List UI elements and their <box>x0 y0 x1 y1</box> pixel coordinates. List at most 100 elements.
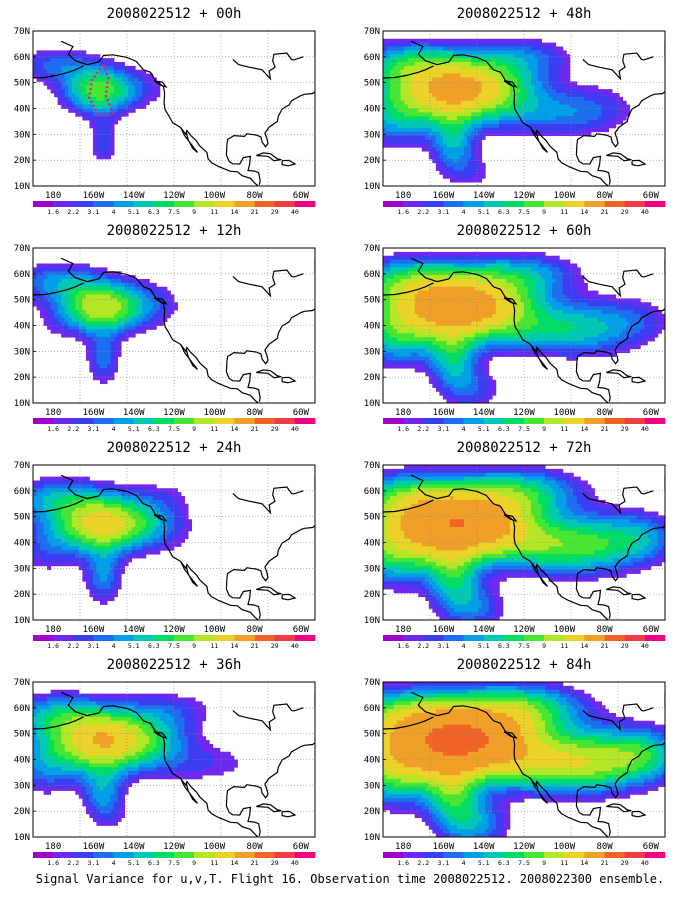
colorbar-swatch <box>584 635 605 641</box>
lon-tick-label: 100W <box>203 408 225 418</box>
colorbar-label: 7.5 <box>518 859 530 867</box>
coastline <box>33 40 315 186</box>
colorbar-label: 4 <box>462 208 466 216</box>
lat-tick-label: 40N <box>14 322 30 332</box>
colorbar-label: 11 <box>210 425 218 433</box>
lat-tick-label: 10N <box>14 399 30 409</box>
colorbar-label: 40 <box>641 642 649 650</box>
colorbar-swatch <box>644 635 666 641</box>
lat-tick-label: 40N <box>14 756 30 766</box>
map-panel-00h: 70N 60N 50N 40N 30N 20N 10N 180 160W 140W 120W 100W… <box>14 27 316 216</box>
colorbar-swatch <box>234 201 255 207</box>
lon-tick-label: 160W <box>83 625 105 635</box>
panel-title: 2008022512 + 24h <box>106 440 242 456</box>
colorbar-label: 2.2 <box>67 425 79 433</box>
colorbar-label: 29 <box>271 859 279 867</box>
colorbar-label: 5.1 <box>478 425 490 433</box>
lat-tick-label: 40N <box>364 105 380 115</box>
colorbar-label: 29 <box>621 859 629 867</box>
colorbar-label: 29 <box>271 425 279 433</box>
lat-tick-label: 40N <box>364 539 380 549</box>
colorbar-swatch <box>194 201 215 207</box>
colorbar-label: 9 <box>542 425 546 433</box>
colorbar-swatch <box>294 201 316 207</box>
colorbar-swatch <box>214 418 235 424</box>
colorbar-label: 7.5 <box>518 642 530 650</box>
coastline <box>383 40 665 186</box>
colorbar-swatch <box>624 201 646 207</box>
lat-tick-label: 10N <box>14 182 30 192</box>
colorbar-swatch <box>403 635 424 641</box>
lon-tick-label: 80W <box>596 625 613 635</box>
colorbar-label: 6.3 <box>498 208 510 216</box>
colorbar: 1.6 2.2 3.1 4 5.1 6.3 7.5 9 11 14 21 29 40 <box>33 852 316 867</box>
lon-tick-label: 120W <box>513 625 535 635</box>
map-panel-12h: 70N 60N 50N 40N 30N 20N 10N 180 160W 140W 120W 100W… <box>14 244 316 433</box>
colorbar-swatch <box>174 852 195 858</box>
lat-tick-label: 30N <box>14 347 30 357</box>
colorbar-label: 9 <box>192 859 196 867</box>
colorbar-swatch <box>403 201 424 207</box>
lon-tick-label: 60W <box>643 191 660 201</box>
lat-tick-label: 70N <box>364 244 380 254</box>
lat-tick-label: 70N <box>364 461 380 471</box>
lat-tick-label: 50N <box>364 79 380 89</box>
colorbar-label: 21 <box>251 425 259 433</box>
colorbar-swatch <box>113 201 135 207</box>
lon-tick-label: 180 <box>395 625 411 635</box>
colorbar-swatch <box>33 201 54 207</box>
colorbar-swatch <box>644 852 666 858</box>
colorbar-label: 4 <box>462 642 466 650</box>
colorbar-swatch <box>443 635 464 641</box>
graticule <box>33 248 315 403</box>
colorbar-swatch <box>294 418 316 424</box>
colorbar-label: 2.2 <box>67 208 79 216</box>
lat-tick-label: 10N <box>364 616 380 626</box>
lon-tick-label: 140W <box>473 408 495 418</box>
colorbar: 1.6 2.2 3.1 4 5.1 6.3 7.5 9 11 14 21 29 40 <box>383 852 666 867</box>
colorbar-label: 29 <box>621 425 629 433</box>
colorbar-swatch <box>544 852 565 858</box>
lat-tick-label: 20N <box>14 373 30 383</box>
lon-tick-label: 160W <box>433 625 455 635</box>
lat-tick-label: 30N <box>364 347 380 357</box>
colorbar-label: 4 <box>462 859 466 867</box>
colorbar-label: 21 <box>251 859 259 867</box>
colorbar-label: 40 <box>641 859 649 867</box>
coastline <box>383 474 665 620</box>
colorbar-swatch <box>53 635 74 641</box>
lat-tick-label: 40N <box>14 105 30 115</box>
colorbar-label: 4 <box>462 425 466 433</box>
colorbar-swatch <box>113 635 135 641</box>
colorbar-swatch <box>174 418 195 424</box>
lat-tick-label: 60N <box>364 487 380 497</box>
lat-tick-label: 70N <box>364 678 380 688</box>
colorbar-swatch <box>133 852 155 858</box>
colorbar-swatch <box>443 852 464 858</box>
colorbar-swatch <box>234 635 255 641</box>
panel-title: 2008022512 + 72h <box>456 440 592 456</box>
colorbar-label: 29 <box>621 642 629 650</box>
colorbar-swatch <box>194 852 215 858</box>
lat-tick-label: 60N <box>14 487 30 497</box>
colorbar-swatch <box>254 635 276 641</box>
colorbar-swatch <box>73 418 94 424</box>
lon-tick-label: 60W <box>643 625 660 635</box>
colorbar-label: 9 <box>192 425 196 433</box>
coastline <box>33 691 315 837</box>
lon-tick-label: 120W <box>513 191 535 201</box>
lon-tick-label: 180 <box>45 408 61 418</box>
lon-tick-label: 180 <box>395 842 411 852</box>
lat-tick-label: 50N <box>14 79 30 89</box>
colorbar-swatch <box>503 418 525 424</box>
colorbar-label: 21 <box>601 425 609 433</box>
colorbar-swatch <box>174 201 195 207</box>
colorbar-swatch <box>524 201 545 207</box>
lat-tick-label: 20N <box>14 156 30 166</box>
colorbar-swatch <box>93 852 114 858</box>
lon-tick-label: 120W <box>163 625 185 635</box>
colorbar-label: 7.5 <box>168 859 180 867</box>
shaded-field <box>33 476 193 605</box>
graticule <box>33 31 315 186</box>
colorbar-label: 4 <box>112 208 116 216</box>
